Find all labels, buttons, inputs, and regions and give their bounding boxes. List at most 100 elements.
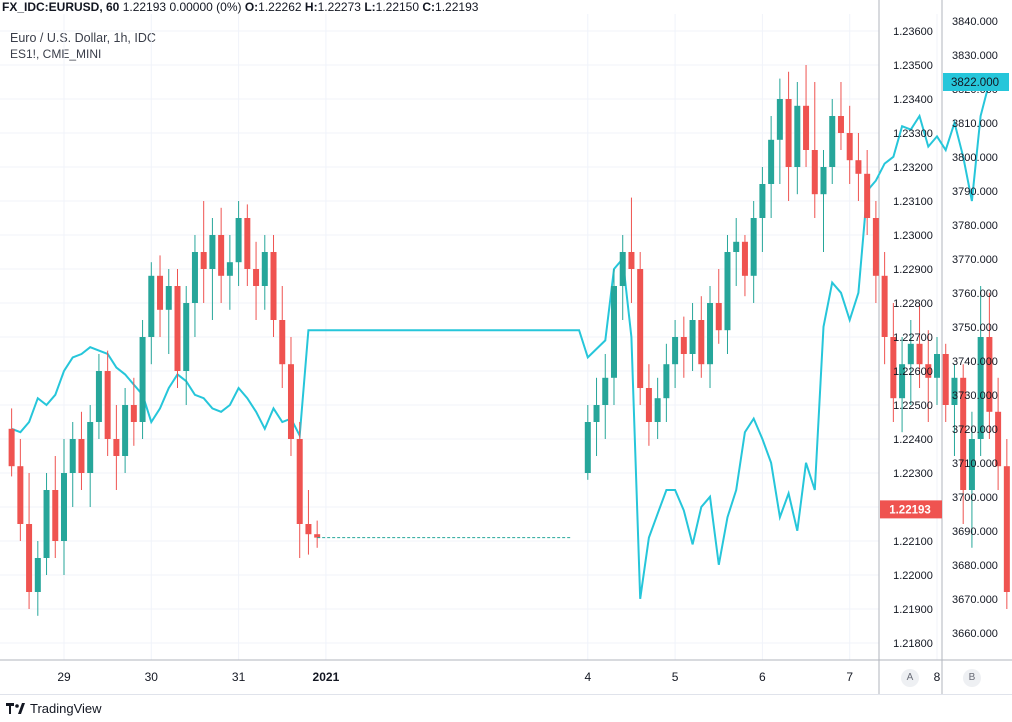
symbol-header: FX_IDC:EURUSD, 60 1.22193 0.00000 (0%) O… — [2, 0, 478, 14]
compare-axis-label: 3690.000 — [952, 526, 998, 538]
candle-body — [977, 337, 984, 439]
symbol-name[interactable]: FX_IDC:EURUSD, 60 — [2, 0, 120, 14]
compare-axis-label: 3760.000 — [952, 288, 998, 300]
compare-axis-label: 3830.000 — [952, 50, 998, 62]
candle-body — [707, 303, 714, 365]
low-value: 1.22150 — [375, 0, 420, 14]
candle-body — [776, 99, 783, 140]
candle-body — [17, 466, 24, 524]
candle-body — [244, 218, 251, 269]
candle-body — [191, 252, 198, 303]
compare-series-legend[interactable]: ES1!, CME_MINI — [10, 47, 102, 61]
candle-body — [829, 116, 836, 167]
candle-body — [803, 105, 810, 150]
compare-axis-label: 3790.000 — [952, 186, 998, 198]
candle-body — [820, 167, 827, 195]
compare-last-tag — [943, 73, 1009, 91]
candle-body — [942, 354, 949, 405]
candle-body — [890, 337, 897, 399]
close-label: C: — [422, 0, 436, 14]
last-price: 1.22193 — [122, 0, 167, 14]
candle-body — [78, 439, 85, 473]
candle-body — [165, 286, 172, 310]
tradingview-logo-icon[interactable] — [6, 701, 26, 715]
candle-body — [855, 160, 862, 174]
price-axis-label: 1.23600 — [893, 26, 933, 38]
time-axis-label: 31 — [232, 670, 246, 684]
candle-body — [899, 364, 906, 399]
low-label: L: — [364, 0, 376, 14]
candle-body — [26, 524, 33, 592]
candle-body — [733, 241, 740, 252]
candle-body — [34, 558, 41, 592]
candle-body — [174, 286, 181, 371]
candle-body — [610, 286, 617, 378]
candle-body — [968, 439, 975, 490]
compare-axis-label: 3700.000 — [952, 492, 998, 504]
compare-axis-label: 3670.000 — [952, 594, 998, 606]
compare-axis-label: 3770.000 — [952, 254, 998, 266]
close-value: 1.22193 — [435, 0, 479, 14]
last-price-tag-label: 1.22193 — [889, 504, 931, 516]
axis-button-a[interactable]: A — [901, 669, 919, 687]
candle-body — [925, 364, 932, 378]
candle-body — [995, 411, 1002, 467]
axis-button-b[interactable]: B — [963, 669, 981, 687]
candle-body — [907, 343, 914, 365]
candle-body — [881, 275, 888, 337]
candle-body — [69, 439, 76, 473]
open-label: O: — [244, 0, 259, 14]
candle-body — [113, 439, 120, 456]
candle-body — [122, 405, 129, 456]
price-axis-label: 1.22600 — [893, 366, 933, 378]
candle-body — [872, 218, 879, 276]
candle-body — [645, 388, 652, 422]
price-chart[interactable]: 1.218001.219001.220001.221001.222001.223… — [0, 0, 1012, 695]
candle-body — [95, 371, 102, 422]
price-axis-label: 1.22000 — [893, 570, 933, 582]
candle-body — [261, 252, 268, 286]
candle-body — [916, 343, 923, 365]
candle-body — [253, 269, 260, 286]
candle-body — [960, 377, 967, 490]
candle-body — [305, 524, 312, 535]
price-axis-label: 1.23300 — [893, 128, 933, 140]
candle-body — [296, 439, 303, 524]
time-axis-label: 7 — [846, 670, 853, 684]
price-axis-label: 1.21900 — [893, 604, 933, 616]
change: 0.00000 (0%) — [169, 0, 242, 14]
high-value: 1.22273 — [317, 0, 361, 14]
candle-body — [279, 320, 286, 365]
price-axis-label: 1.21800 — [893, 638, 933, 650]
compare-axis-label: 3720.000 — [952, 424, 998, 436]
price-axis-label: 1.22400 — [893, 434, 933, 446]
candle-body — [951, 377, 958, 405]
candle-body — [8, 428, 15, 467]
candle-body — [750, 218, 757, 276]
time-axis-label: 5 — [672, 670, 679, 684]
candle-body — [1003, 466, 1010, 592]
time-axis-label: 4 — [584, 670, 591, 684]
candle-body — [986, 337, 993, 412]
compare-axis-label: 3800.000 — [952, 152, 998, 164]
price-axis-label: 1.23000 — [893, 230, 933, 242]
candle-body — [741, 241, 748, 276]
main-series-legend[interactable]: Euro / U.S. Dollar, 1h, IDC — [10, 31, 156, 45]
candle-body — [602, 377, 609, 405]
candle-body — [619, 252, 626, 286]
candle-body — [200, 252, 207, 269]
time-axis-label: 6 — [759, 670, 766, 684]
candle-body — [654, 398, 661, 422]
tradingview-brand[interactable]: TradingView — [30, 701, 102, 716]
candle-body — [637, 269, 644, 388]
compare-axis-label: 3710.000 — [952, 458, 998, 470]
compare-axis-label: 3780.000 — [952, 220, 998, 232]
candle-body — [87, 422, 94, 473]
price-axis-label: 1.22700 — [893, 332, 933, 344]
compare-axis-label: 3730.000 — [952, 390, 998, 402]
candle-body — [689, 320, 696, 354]
candle-body — [785, 99, 792, 167]
candle-body — [698, 320, 705, 365]
candle-body — [43, 490, 50, 558]
candle-body — [628, 252, 635, 269]
